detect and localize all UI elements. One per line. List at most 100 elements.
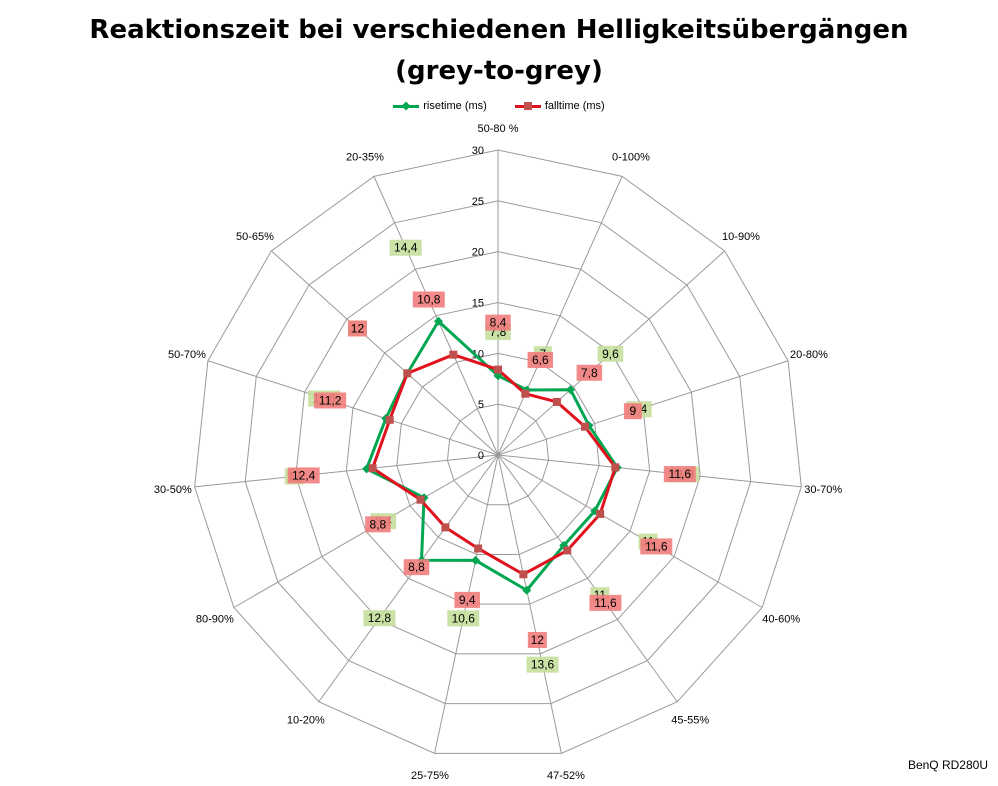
data-label-box — [576, 364, 603, 381]
grid-spoke — [194, 454, 499, 488]
data-point-falltime — [611, 463, 620, 472]
data-label-box — [347, 320, 367, 337]
chart-title: Reaktionszeit bei verschiedenen Helligke… — [0, 10, 998, 92]
data-point-falltime — [416, 495, 425, 504]
grid-spoke — [497, 454, 562, 754]
legend-swatch-falltime — [514, 101, 541, 111]
data-point-risetime — [471, 555, 481, 565]
data-label-falltime: 6,6 — [527, 351, 554, 368]
data-label-risetime: 10,6 — [447, 610, 480, 627]
data-label-falltime: 7,8 — [576, 364, 603, 381]
category-label: 50-70% — [168, 349, 206, 361]
data-label-box — [640, 538, 673, 555]
legend-swatch-risetime — [393, 101, 420, 111]
data-label-falltime: 11,6 — [640, 538, 673, 555]
grid-ring — [345, 301, 651, 605]
data-label-box — [454, 591, 480, 608]
data-label-box — [389, 239, 422, 256]
data-point-falltime — [449, 350, 458, 359]
data-point-risetime — [566, 385, 576, 395]
grid-spoke — [207, 360, 499, 456]
data-point-falltime — [596, 509, 605, 518]
data-label-box — [589, 594, 622, 611]
category-label: 40-60% — [762, 614, 800, 626]
data-label-text: 6,6 — [532, 353, 549, 367]
legend-item-risetime: risetime (ms) — [393, 100, 487, 112]
data-label-falltime: 10,8 — [412, 291, 445, 308]
data-label-text: 9,4 — [459, 593, 476, 607]
data-label-box — [623, 403, 642, 420]
data-label-box — [287, 467, 320, 484]
data-label-box — [412, 291, 445, 308]
grid-spoke — [497, 454, 678, 703]
data-point-falltime — [552, 397, 561, 406]
category-label: 50-65% — [236, 231, 274, 243]
category-label: 50-80 % — [478, 123, 519, 135]
category-label: 80-90% — [196, 614, 234, 626]
data-label-text: 9 — [630, 404, 637, 418]
data-point-falltime — [474, 544, 483, 553]
data-label-falltime: 12 — [527, 631, 547, 648]
category-label: 0-100% — [612, 151, 650, 163]
data-label-risetime: 14,4 — [389, 239, 422, 256]
data-label-text: 12,8 — [368, 611, 392, 625]
legend-item-falltime: falltime (ms) — [514, 100, 605, 112]
radial-tick-label: 15 — [472, 298, 484, 310]
data-label-box — [403, 559, 430, 576]
data-label-falltime: 9 — [623, 403, 642, 420]
chart-subtitle: (grey-to-grey) — [395, 56, 603, 86]
grid-spoke — [497, 454, 763, 608]
series-line-risetime — [365, 319, 619, 592]
chart-title-main: Reaktionszeit bei verschiedenen Helligke… — [89, 15, 909, 45]
data-point-falltime — [441, 523, 450, 532]
grid-ring — [295, 251, 701, 655]
data-label-text: 8,8 — [370, 517, 387, 531]
data-label-text: 8,4 — [490, 316, 507, 330]
data-label-box — [663, 466, 696, 483]
category-label: 45-55% — [671, 715, 709, 727]
data-point-falltime — [368, 464, 377, 473]
data-label-falltime: 11,2 — [314, 392, 347, 409]
data-label-text: 13,6 — [531, 658, 555, 672]
grid-spoke — [373, 176, 499, 456]
data-label-box — [447, 610, 480, 627]
watermark: BenQ RD280U — [907, 758, 988, 772]
data-point-falltime — [494, 365, 502, 374]
data-label-text: 11,6 — [594, 596, 617, 610]
category-label: 25-75% — [411, 770, 449, 782]
data-label-box — [526, 656, 559, 673]
data-point-falltime — [521, 389, 530, 398]
data-label-text: 12 — [531, 633, 545, 647]
data-label-text: 12,4 — [292, 468, 316, 482]
data-label-text: 8,8 — [408, 560, 425, 574]
category-label: 47-52% — [547, 770, 585, 782]
data-label-risetime: 13,6 — [526, 656, 559, 673]
data-label-falltime: 8,8 — [365, 516, 391, 533]
data-label-text: 11,2 — [319, 393, 342, 407]
data-label-risetime: 12,8 — [363, 610, 396, 627]
data-label-falltime: 11,6 — [589, 594, 622, 611]
data-label-falltime: 12 — [347, 320, 367, 337]
category-label: 30-50% — [154, 484, 192, 496]
grid-ring — [446, 403, 550, 506]
grid-spoke — [497, 454, 802, 488]
data-label-falltime: 11,6 — [663, 466, 696, 483]
category-label: 10-90% — [722, 231, 760, 243]
data-label-text: 12 — [351, 321, 365, 335]
radial-tick-label: 25 — [472, 196, 484, 208]
grid-ring — [396, 352, 600, 555]
data-point-falltime — [563, 546, 572, 555]
data-point-falltime — [581, 422, 590, 431]
data-label-box — [365, 516, 391, 533]
grid-ring — [244, 200, 752, 705]
data-label-box — [597, 345, 624, 362]
data-label-box — [485, 314, 511, 331]
data-label-text: 11,6 — [645, 539, 668, 553]
data-label-falltime: 9,4 — [454, 591, 480, 608]
radial-tick-label: 20 — [472, 247, 484, 259]
category-label: 20-80% — [790, 349, 828, 361]
radial-tick-label: 0 — [478, 450, 484, 462]
series-line-falltime — [371, 353, 617, 576]
data-point-risetime — [590, 506, 600, 516]
data-label-text: 10,6 — [452, 611, 476, 625]
